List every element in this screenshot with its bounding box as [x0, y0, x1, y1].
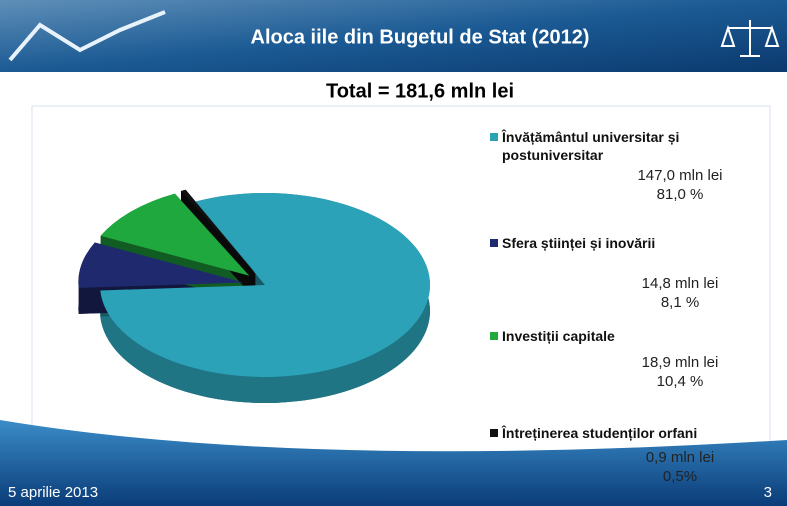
chart-title: Total = 181,6 mln lei: [326, 80, 514, 102]
header-arrow: [8, 10, 166, 62]
value-label: 8,1 %: [660, 294, 700, 311]
scale-icon: [720, 20, 780, 57]
legend-swatch: [490, 332, 498, 340]
amount-label: 0,9 mln lei: [645, 449, 715, 466]
slide-date: 5 aprilie 2013: [8, 484, 98, 501]
pie: [78, 189, 430, 403]
slice: [100, 193, 250, 276]
slice: [78, 242, 244, 288]
legend-label: Întreținerea studenților orfani: [502, 425, 698, 441]
amount-label: 14,8 mln lei: [641, 275, 719, 292]
slide-number: 3: [764, 484, 772, 501]
footer-band: [0, 420, 787, 506]
legend-swatch: [490, 133, 498, 141]
amount-label: 147,0 mln lei: [637, 167, 723, 184]
legend-label: Sfera științei și inovării: [502, 235, 656, 251]
value-label: 0,5%: [662, 468, 698, 485]
header-band: [0, 0, 787, 72]
slide-title: Aloca iile din Bugetul de Stat (2012): [251, 26, 590, 48]
value-label: 81,0 %: [656, 186, 704, 203]
legend-label: Învățământul universitar și postuniversi…: [502, 129, 680, 163]
amount-label: 18,9 mln lei: [641, 354, 719, 371]
slice: [100, 193, 430, 378]
value-label: 10,4 %: [656, 373, 704, 390]
legend-label: Investiții capitale: [502, 328, 615, 344]
slice: [180, 189, 256, 274]
legend-swatch: [490, 239, 498, 247]
legend-swatch: [490, 429, 498, 437]
